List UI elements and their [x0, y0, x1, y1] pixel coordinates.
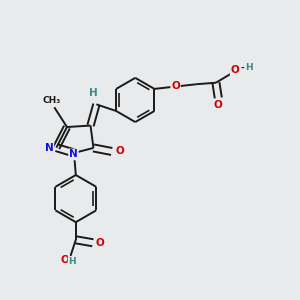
Text: H: H: [89, 88, 98, 98]
Text: N: N: [45, 142, 53, 153]
Text: O: O: [60, 255, 69, 266]
Text: CH₃: CH₃: [43, 96, 61, 105]
Text: O: O: [231, 65, 239, 75]
Text: O: O: [214, 100, 223, 110]
Text: -: -: [240, 64, 244, 73]
Text: N: N: [69, 149, 78, 159]
Text: O: O: [171, 81, 180, 91]
Text: H: H: [245, 63, 252, 72]
Text: H: H: [68, 256, 76, 266]
Text: O: O: [116, 146, 124, 157]
Text: O: O: [96, 238, 105, 248]
